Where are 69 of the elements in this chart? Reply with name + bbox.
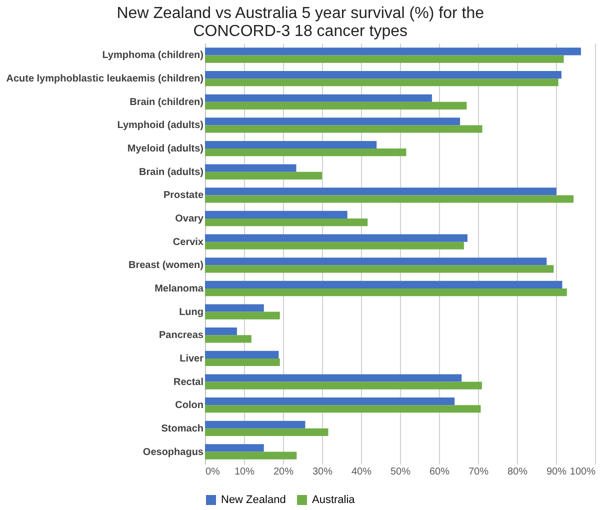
bar bbox=[205, 374, 462, 382]
y-tick-label: Lymphoid (adults) bbox=[117, 120, 204, 132]
y-tick-label: Liver bbox=[180, 353, 204, 364]
bar bbox=[205, 140, 377, 149]
y-tick-label: Ovary bbox=[175, 214, 204, 225]
y-tick-label: Breast (women) bbox=[128, 260, 204, 272]
bar bbox=[205, 148, 406, 156]
bar bbox=[205, 444, 264, 452]
y-tick-label: Colon bbox=[175, 400, 204, 412]
bar bbox=[205, 210, 348, 219]
y-tick-label: Pancreas bbox=[159, 330, 204, 342]
x-tick-label: 90% bbox=[546, 466, 567, 478]
bar bbox=[205, 102, 467, 110]
bar bbox=[205, 94, 432, 102]
bar bbox=[205, 48, 581, 56]
bar bbox=[205, 398, 455, 406]
bar bbox=[205, 288, 567, 296]
x-tick-label: 30% bbox=[312, 466, 333, 478]
bar bbox=[205, 350, 279, 358]
legend-label: New Zealand bbox=[221, 494, 286, 506]
x-tick-label: 80% bbox=[507, 466, 528, 478]
bar bbox=[205, 164, 296, 172]
bar bbox=[205, 405, 481, 413]
x-tick-label: 50% bbox=[390, 466, 411, 478]
y-tick-label: Rectal bbox=[173, 376, 204, 388]
bar bbox=[205, 335, 252, 343]
y-tick-label: Lung bbox=[179, 306, 204, 318]
y-tick-label: Prostate bbox=[163, 190, 204, 202]
bar bbox=[205, 452, 297, 460]
bar bbox=[205, 428, 328, 436]
bar bbox=[205, 78, 558, 86]
x-tick-label: 100% bbox=[570, 466, 596, 478]
bar bbox=[205, 118, 460, 126]
bar bbox=[205, 265, 554, 273]
y-tick-label: Acute lymphoblastic leukaemis (children) bbox=[6, 74, 204, 85]
bar bbox=[205, 188, 556, 196]
bar bbox=[205, 234, 468, 242]
y-tick-label: Melanoma bbox=[154, 283, 204, 294]
bar bbox=[205, 195, 574, 203]
bar bbox=[205, 280, 562, 288]
text: CONCORD-3 18 cancer types bbox=[193, 23, 408, 40]
bar bbox=[205, 358, 280, 366]
x-tick-label: 10% bbox=[234, 466, 255, 478]
bar bbox=[205, 382, 482, 390]
bar bbox=[205, 242, 464, 250]
y-tick-label: Oesophagus bbox=[142, 446, 204, 458]
bar bbox=[205, 420, 306, 428]
x-tick-label: 70% bbox=[468, 466, 489, 478]
y-tick-label: Myeloid (adults) bbox=[127, 144, 204, 155]
bar bbox=[205, 218, 368, 226]
bar bbox=[205, 258, 547, 266]
y-tick-label: Lymphoma (children) bbox=[102, 50, 204, 62]
x-tick-label: 40% bbox=[351, 466, 372, 478]
bar bbox=[205, 304, 264, 312]
legend-label: Australia bbox=[312, 494, 356, 506]
bar bbox=[205, 312, 280, 320]
bar bbox=[205, 125, 482, 133]
x-tick-label: 20% bbox=[273, 466, 294, 478]
bar bbox=[205, 172, 322, 180]
x-tick-label: 0% bbox=[206, 466, 220, 478]
bar bbox=[205, 55, 564, 63]
bar bbox=[205, 70, 562, 79]
y-tick-label: Stomach bbox=[161, 423, 204, 434]
x-tick-label: 60% bbox=[429, 466, 450, 478]
text: New Zealand vs Australia 5 year survival (%) for the bbox=[116, 5, 484, 22]
y-tick-label: Brain (children) bbox=[130, 96, 204, 108]
bar bbox=[205, 328, 237, 336]
y-tick-label: Brain (adults) bbox=[139, 166, 204, 178]
y-tick-label: Cervix bbox=[172, 236, 204, 248]
